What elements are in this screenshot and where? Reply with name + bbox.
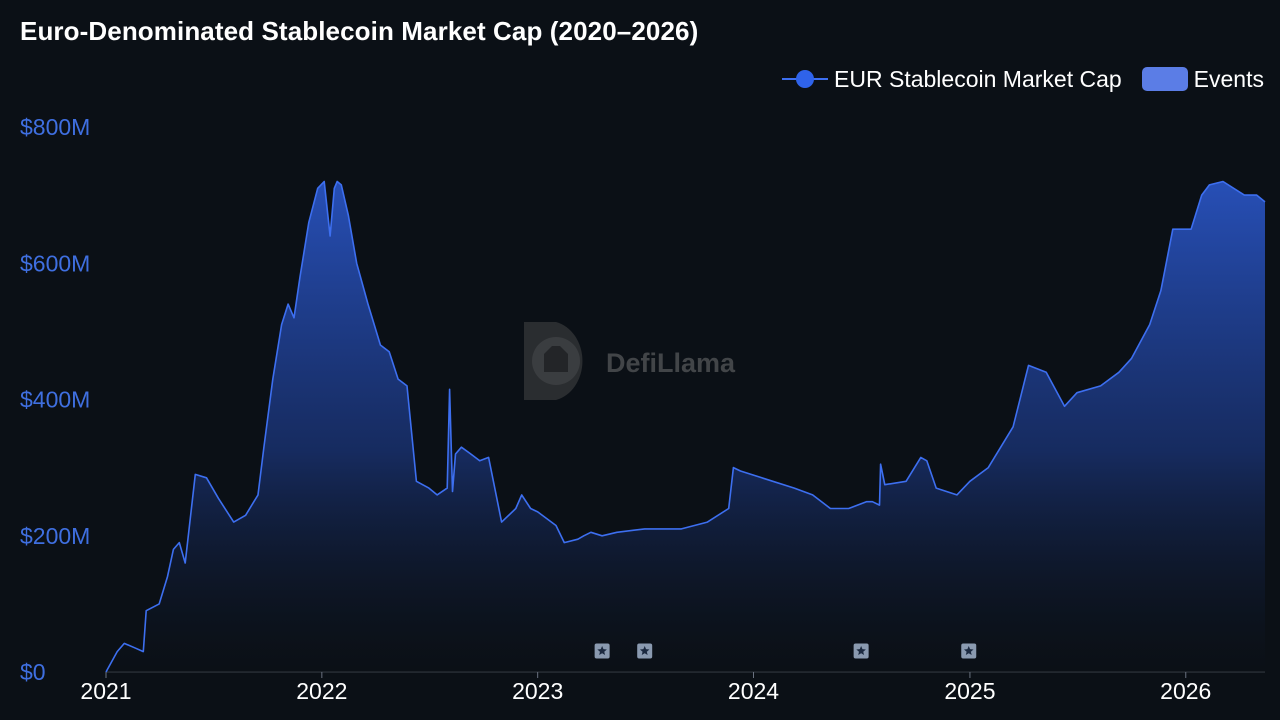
y-tick-label: $0 — [20, 659, 46, 685]
x-tick-label: 2024 — [728, 678, 779, 704]
legend: EUR Stablecoin Market Cap Events — [782, 64, 1264, 94]
event-marker[interactable] — [594, 643, 610, 659]
chart-title: Euro-Denominated Stablecoin Market Cap (… — [20, 16, 699, 46]
event-marker[interactable] — [961, 643, 977, 659]
defillama-watermark: DefiLlama — [524, 322, 736, 400]
series-line — [105, 180, 1266, 673]
legend-item-events[interactable]: Events — [1141, 65, 1264, 93]
x-tick-label: 2023 — [512, 678, 563, 704]
x-tick-label: 2025 — [944, 678, 995, 704]
event-marker[interactable] — [853, 643, 869, 659]
y-tick-label: $200M — [20, 523, 90, 549]
x-tick-label: 2026 — [1160, 678, 1211, 704]
x-tick-label: 2021 — [80, 678, 131, 704]
series-area — [106, 181, 1265, 672]
legend-line-swatch — [782, 69, 829, 89]
x-tick-label: 2022 — [296, 678, 347, 704]
legend-label-market-cap: EUR Stablecoin Market Cap — [834, 65, 1122, 92]
legend-rect-swatch — [1141, 67, 1188, 91]
svg-text:DefiLlama: DefiLlama — [606, 348, 736, 378]
y-tick-label: $600M — [20, 250, 90, 276]
y-tick-label: $800M — [20, 114, 90, 140]
legend-item-market-cap[interactable]: EUR Stablecoin Market Cap — [782, 66, 1122, 93]
legend-label-events: Events — [1193, 65, 1264, 92]
event-marker[interactable] — [637, 643, 653, 659]
y-tick-label: $400M — [20, 387, 90, 413]
